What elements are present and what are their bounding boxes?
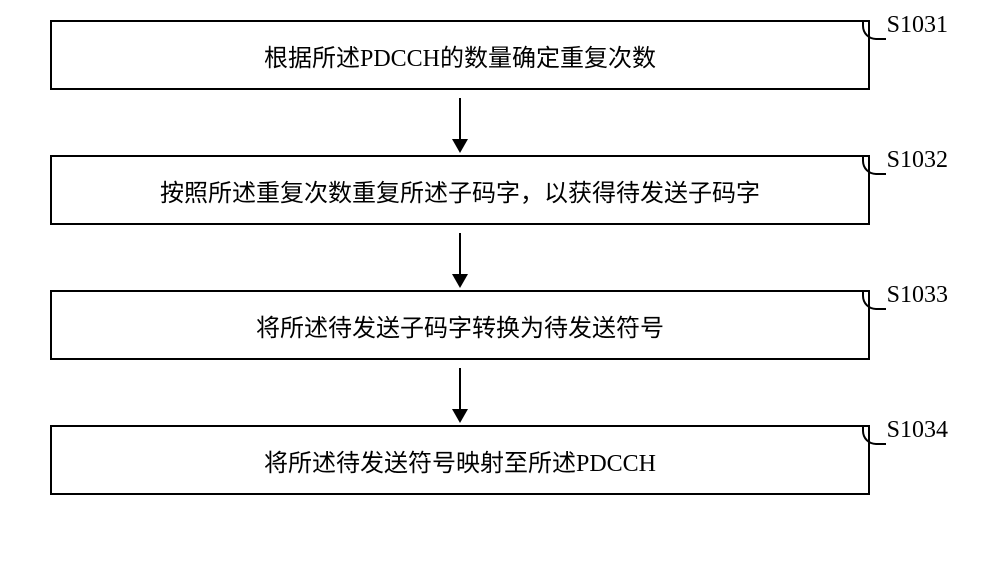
step-label-4: S1034 xyxy=(887,417,948,444)
step-text-1: 根据所述PDCCH的数量确定重复次数 xyxy=(264,38,656,73)
step-label-1: S1031 xyxy=(887,12,948,39)
flowchart-step-1: S1031 根据所述PDCCH的数量确定重复次数 xyxy=(50,20,870,90)
label-connector xyxy=(862,155,886,175)
arrow-1 xyxy=(50,90,870,155)
step-text-3: 将所述待发送子码字转换为待发送符号 xyxy=(256,308,664,343)
arrow-head xyxy=(452,139,468,153)
step-label-2: S1032 xyxy=(887,147,948,174)
arrow-2 xyxy=(50,225,870,290)
step-label-3: S1033 xyxy=(887,282,948,309)
arrow-head xyxy=(452,409,468,423)
label-connector xyxy=(862,290,886,310)
arrow-head xyxy=(452,274,468,288)
arrow-3 xyxy=(50,360,870,425)
flowchart-step-2: S1032 按照所述重复次数重复所述子码字，以获得待发送子码字 xyxy=(50,155,870,225)
step-text-4: 将所述待发送符号映射至所述PDCCH xyxy=(264,443,656,478)
flowchart-container: S1031 根据所述PDCCH的数量确定重复次数 S1032 按照所述重复次数重… xyxy=(50,20,950,495)
step-text-2: 按照所述重复次数重复所述子码字，以获得待发送子码字 xyxy=(160,173,760,208)
flowchart-step-3: S1033 将所述待发送子码字转换为待发送符号 xyxy=(50,290,870,360)
label-connector xyxy=(862,425,886,445)
flowchart-step-4: S1034 将所述待发送符号映射至所述PDCCH xyxy=(50,425,870,495)
label-connector xyxy=(862,20,886,40)
